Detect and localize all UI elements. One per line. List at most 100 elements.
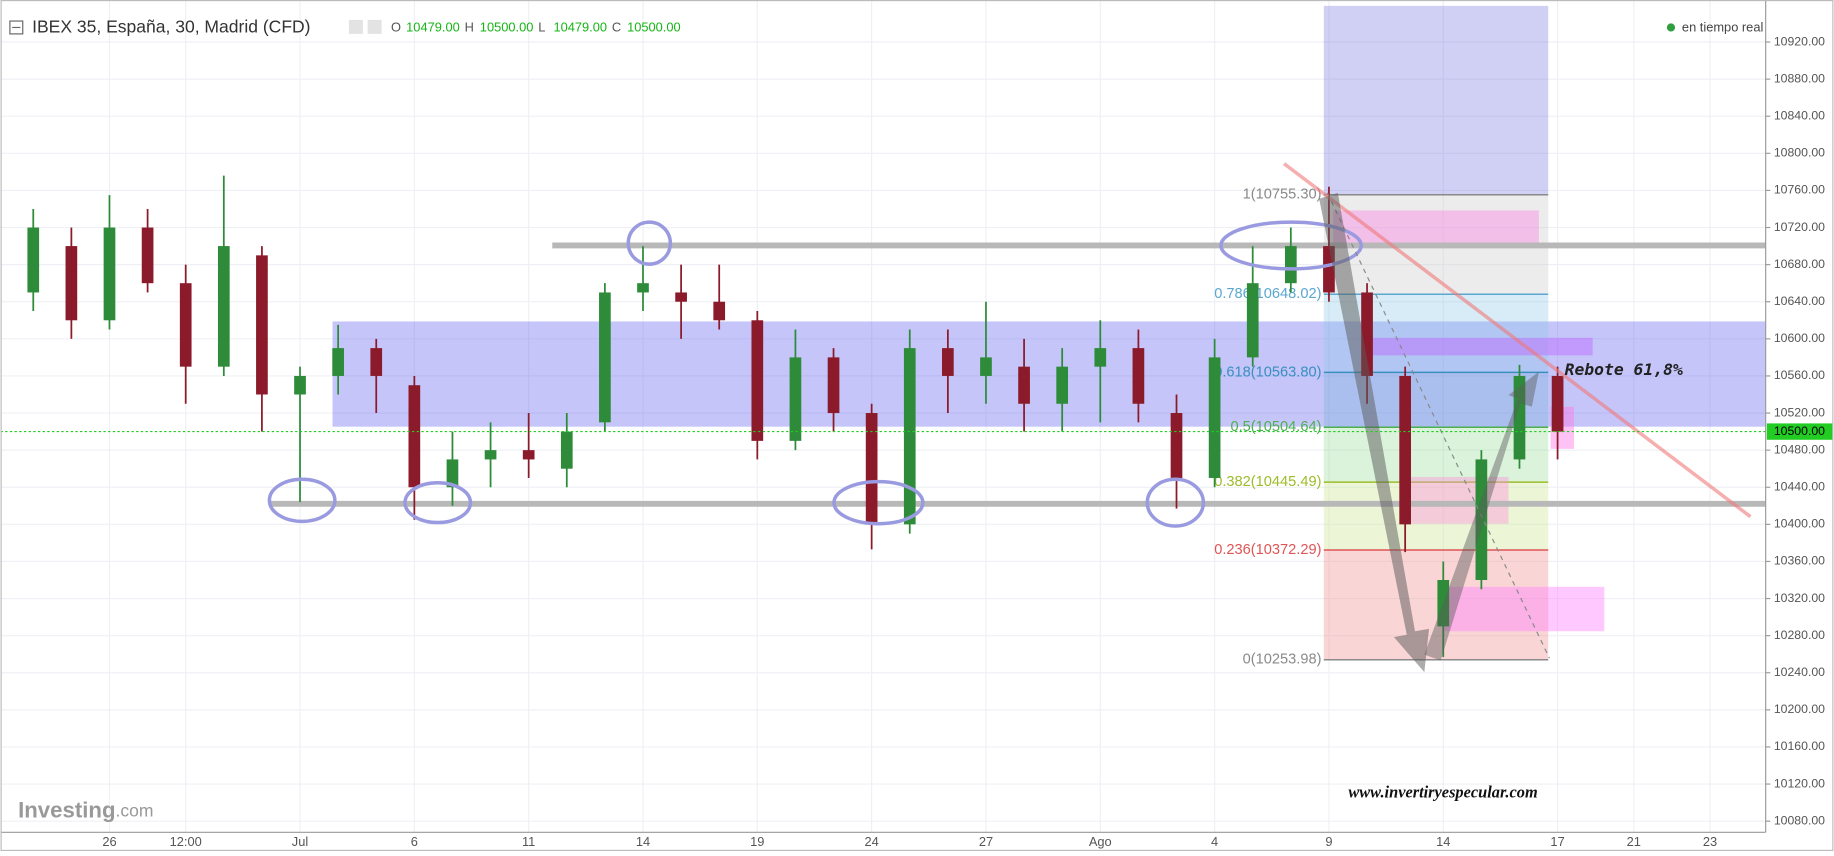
quote-value: 10479.00 (406, 19, 460, 34)
zones (332, 321, 1766, 427)
fib-label: 0.236(10372.29) (1214, 542, 1321, 558)
fib-label: 0.5(10504.64) (1230, 419, 1321, 435)
x-tick-label: 21 (1627, 834, 1641, 849)
x-tick-label: 11 (522, 834, 535, 849)
candle-body (1551, 375, 1564, 432)
quote-label: H (465, 19, 474, 34)
support-resistance (269, 242, 1769, 507)
quote-label: C (612, 19, 621, 34)
candle-body (1284, 246, 1297, 284)
logo-main: Investing (18, 797, 115, 822)
x-tick-label: 24 (864, 834, 878, 849)
ellipse (832, 479, 925, 526)
candle-body (408, 385, 421, 488)
range-band (332, 321, 1766, 427)
x-tick-label: 14 (636, 834, 650, 849)
candle-body (256, 255, 268, 395)
candle-body (713, 301, 726, 321)
y-tick-label: 10440.00 (1774, 479, 1825, 493)
box (1333, 210, 1539, 246)
candle-body (522, 450, 535, 460)
candle-body (1094, 348, 1107, 367)
fib-label: 0.618(10563.80) (1214, 364, 1321, 380)
y-tick-label: 10320.00 (1774, 591, 1825, 605)
candles (27, 175, 1564, 657)
candle-body (1018, 366, 1030, 404)
candle-body (1437, 580, 1450, 627)
box (1403, 476, 1509, 524)
ellipse (403, 481, 473, 525)
y-tick-label: 10560.00 (1774, 368, 1825, 382)
arrow-down (1319, 192, 1430, 673)
x-tick-label: 14 (1436, 834, 1450, 849)
quote-value: 10479.00 (553, 19, 607, 34)
candle-body (332, 348, 344, 376)
fib-trend (1326, 192, 1550, 659)
x-tick-label: 6 (411, 834, 418, 849)
candle-body (1361, 292, 1373, 376)
y-tick-label: 10480.00 (1774, 442, 1825, 456)
candle-body (1132, 348, 1145, 404)
ellipse (626, 220, 673, 266)
candle-body (65, 246, 78, 321)
candle-body (1513, 375, 1526, 460)
candle-body (980, 357, 992, 376)
y-tick-label: 10120.00 (1774, 776, 1825, 790)
x-tick-label: 19 (750, 834, 764, 849)
collapse-icon[interactable] (9, 20, 24, 35)
toolbar-icon[interactable] (348, 19, 363, 34)
candle-body (637, 283, 649, 293)
candle-body (1208, 357, 1221, 478)
y-tick-label: 10360.00 (1774, 554, 1825, 568)
y-tick-label: 10840.00 (1774, 108, 1825, 122)
fib-label: 1(10755.30) (1243, 187, 1322, 203)
y-tick-label: 10160.00 (1774, 739, 1825, 753)
last-price-label: 10500.00 (1774, 424, 1825, 438)
ellipse (1219, 220, 1363, 271)
y-tick-label: 10520.00 (1774, 405, 1825, 419)
candle-body (1475, 459, 1488, 581)
box (1443, 586, 1605, 632)
x-tick-label: 26 (102, 834, 116, 849)
candle-body (103, 227, 116, 321)
arrow-up (1424, 371, 1539, 661)
candle-body (560, 431, 573, 469)
box (1365, 337, 1593, 356)
candle-body (484, 450, 497, 460)
candle-body (675, 292, 687, 302)
y-tick-label: 10280.00 (1774, 628, 1825, 642)
y-tick-label: 10080.00 (1774, 813, 1825, 827)
quote-label: L (538, 19, 545, 34)
ellipse (267, 477, 337, 524)
fib-label: 0.786(10648.02) (1214, 286, 1321, 302)
x-tick-label: Ago (1089, 834, 1112, 849)
candle-body (751, 320, 764, 441)
candle-body (942, 348, 954, 376)
x-tick-label: 12:00 (170, 834, 202, 849)
fib-top-zone (1323, 5, 1549, 195)
y-tick-label: 10400.00 (1774, 517, 1825, 531)
x-tick-label: Jul (292, 834, 308, 849)
candle-body (1056, 366, 1069, 404)
toolbar-icon[interactable] (367, 19, 382, 34)
candle-body (1399, 375, 1412, 525)
candle-body (141, 227, 154, 284)
x-tick-label: 23 (1703, 834, 1717, 849)
candle-body (27, 227, 40, 293)
quote-label: O (391, 19, 401, 34)
candle-body (446, 459, 459, 488)
fib-label: 0.382(10445.49) (1214, 474, 1321, 490)
watermark-url: www.invertiryespecular.com (1348, 782, 1537, 801)
candle-body (599, 292, 611, 423)
fib-zone (1323, 427, 1549, 483)
candle-body (217, 246, 230, 367)
annotation: Rebote 61,8% (1565, 360, 1683, 379)
candle-body (1246, 283, 1259, 358)
candle-body (827, 357, 840, 414)
candle-body (789, 357, 802, 441)
fib-zone (1323, 550, 1549, 660)
candle-body (1170, 413, 1183, 478)
